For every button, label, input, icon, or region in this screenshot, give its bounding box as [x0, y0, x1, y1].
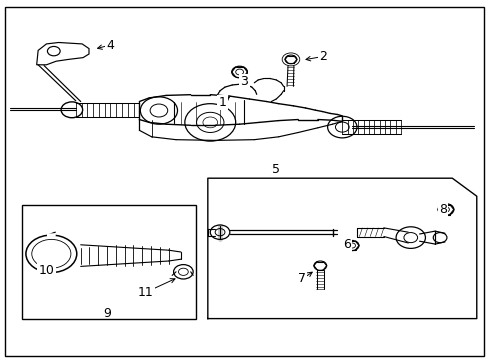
- Text: 1: 1: [218, 96, 226, 109]
- Bar: [22, 205, 195, 319]
- Text: 8: 8: [438, 203, 446, 216]
- Text: 9: 9: [103, 307, 111, 320]
- Text: 2: 2: [318, 50, 326, 63]
- Text: 11: 11: [138, 286, 153, 299]
- Polygon shape: [207, 178, 476, 319]
- Text: 7: 7: [298, 273, 305, 285]
- Text: 6: 6: [343, 238, 350, 251]
- Text: 10: 10: [39, 264, 54, 277]
- Text: 5: 5: [272, 163, 280, 176]
- Text: 4: 4: [106, 39, 114, 51]
- Text: 3: 3: [240, 75, 248, 88]
